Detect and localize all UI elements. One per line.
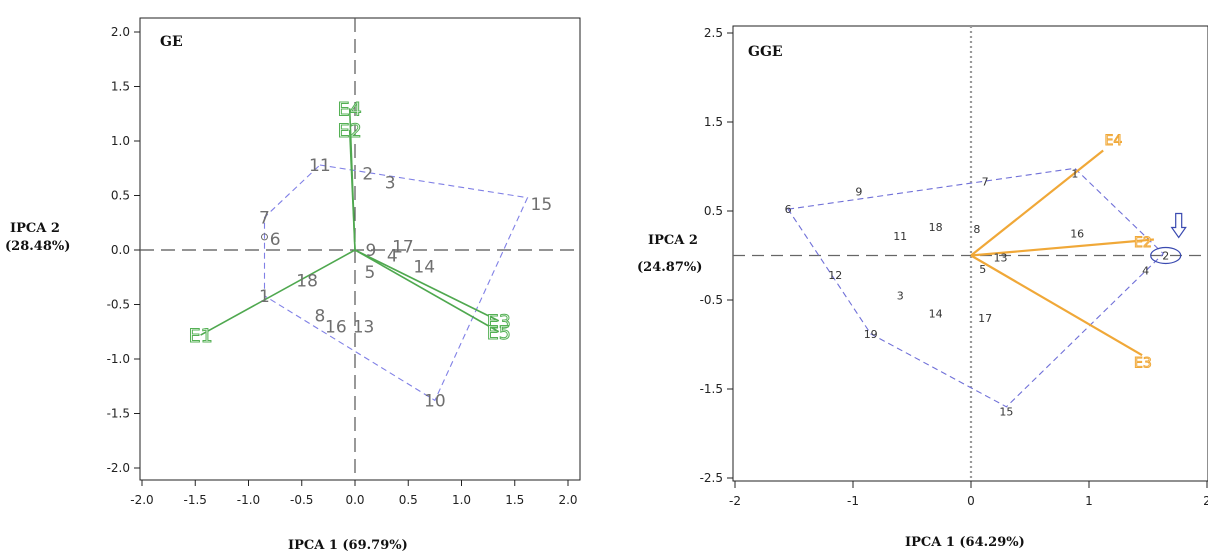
ge-environment-vector bbox=[348, 108, 356, 251]
ge-x-tick-label: -1.0 bbox=[237, 493, 260, 507]
gge-genotype-label: 2 bbox=[1162, 250, 1169, 263]
ge-y-axis-label-line2: (28.48%) bbox=[5, 239, 70, 254]
ge-genotype-label: 3 bbox=[385, 173, 396, 193]
gge-genotype-label: 7 bbox=[982, 176, 989, 189]
ge-genotype-label: 16 bbox=[325, 317, 347, 337]
gge-genotype-label: 8 bbox=[973, 223, 980, 236]
ge-genotype-marker bbox=[260, 233, 268, 241]
ge-environment-label: E5 bbox=[487, 322, 511, 344]
gge-genotype-label: 12 bbox=[828, 269, 842, 282]
gge-ideal-genotype-circle bbox=[1150, 246, 1182, 265]
ge-y-axis-label-line1: IPCA 2 bbox=[10, 221, 60, 236]
ge-genotype-label: 17 bbox=[392, 238, 414, 258]
gge-x-tick-label: -2 bbox=[729, 494, 741, 508]
ge-genotype-label: 2 bbox=[362, 165, 373, 185]
gge-genotype-label: 11 bbox=[893, 230, 907, 243]
gge-y-axis-label-line1: IPCA 2 bbox=[648, 233, 698, 248]
ge-genotype-label: 9 bbox=[366, 241, 377, 261]
gge-x-tick-label: 2 bbox=[1203, 494, 1208, 508]
ge-y-tick-label: -1.0 bbox=[107, 352, 130, 366]
ge-genotype-label: 15 bbox=[531, 195, 553, 215]
gge-environment-label: E4 bbox=[1105, 133, 1123, 149]
ge-y-tick-label: -2.0 bbox=[107, 461, 130, 475]
ge-environment-label: E4 bbox=[338, 98, 362, 120]
ge-environment-label: E3 bbox=[487, 311, 511, 333]
gge-genotype-label: 4 bbox=[1142, 265, 1149, 278]
gge-environment-vector bbox=[970, 238, 1154, 257]
gge-environment-label: E3 bbox=[1134, 355, 1152, 371]
ge-genotype-label: 5 bbox=[364, 263, 375, 283]
gge-x-tick-label: -1 bbox=[847, 494, 859, 508]
ge-x-tick-label: -0.5 bbox=[290, 493, 313, 507]
gge-environment-label: E2 bbox=[1134, 235, 1152, 251]
ge-genotype-label: 4 bbox=[387, 246, 398, 266]
gge-environment-vector bbox=[970, 149, 1104, 257]
gge-genotype-label: 16 bbox=[1070, 227, 1084, 240]
ge-y-tick-label: 1.5 bbox=[111, 80, 130, 94]
gge-x-axis-label: IPCA 1 (64.29%) bbox=[905, 535, 1025, 550]
ge-y-tick-label: -1.5 bbox=[107, 407, 130, 421]
gge-genotype-label: 14 bbox=[929, 307, 943, 320]
down-arrow-icon bbox=[1170, 212, 1187, 239]
ge-environment-vector bbox=[354, 249, 500, 322]
gge-environment-vector bbox=[970, 254, 1143, 357]
ge-genotype-label: 13 bbox=[353, 317, 375, 337]
ge-genotype-label: 7 bbox=[259, 208, 270, 228]
ge-x-tick-label: 1.5 bbox=[505, 493, 524, 507]
gge-genotype-label: 5 bbox=[979, 263, 986, 276]
gge-genotype-label: 18 bbox=[929, 221, 943, 234]
ge-biplot-panel: GE IPCA 2 (28.48%) IPCA 1 (69.79%) -2.0 -… bbox=[5, 17, 581, 552]
ge-genotype-label: 1 bbox=[259, 287, 270, 307]
ge-x-tick-label: -2.0 bbox=[130, 493, 153, 507]
ge-x-tick-label: 1.0 bbox=[452, 493, 471, 507]
ge-genotype-label: 18 bbox=[296, 272, 318, 292]
gge-genotype-label: 3 bbox=[897, 290, 904, 303]
gge-y-axis-label-line2: (24.87%) bbox=[637, 260, 702, 275]
gge-y-tick-label: -0.5 bbox=[700, 293, 723, 307]
ge-environment-vector bbox=[200, 249, 356, 336]
gge-y-tick-label: 2.5 bbox=[704, 26, 723, 40]
gge-genotype-label: 6 bbox=[785, 203, 792, 216]
ge-environment-label: E1 bbox=[189, 325, 213, 347]
ge-environment-label: E2 bbox=[338, 120, 362, 142]
ge-y-tick-label: 2.0 bbox=[111, 25, 130, 39]
gge-x-tick-label: 1 bbox=[1085, 494, 1093, 508]
ge-y-tick-label: 1.0 bbox=[111, 134, 130, 148]
gge-plot-title: GGE bbox=[748, 44, 783, 60]
ge-y-tick-label: 0.0 bbox=[111, 243, 130, 257]
ge-environment-vector bbox=[354, 249, 500, 333]
gge-genotype-label: 19 bbox=[864, 328, 878, 341]
ge-x-axis-label: IPCA 1 (69.79%) bbox=[288, 538, 408, 552]
ge-genotype-label: 10 bbox=[424, 391, 446, 411]
ge-genotype-label: 11 bbox=[309, 156, 331, 176]
ge-genotype-label: 8 bbox=[314, 306, 325, 326]
gge-x-tick-label: 0 bbox=[967, 494, 975, 508]
gge-y-tick-label: 0.5 bbox=[704, 204, 723, 218]
gge-genotype-label: 9 bbox=[855, 185, 862, 198]
ge-genotype-label: 14 bbox=[413, 257, 435, 277]
gge-genotype-label: 17 bbox=[978, 312, 992, 325]
ge-y-tick-label: -0.5 bbox=[107, 298, 130, 312]
gge-biplot-panel: GGE IPCA 2 (24.87%) IPCA 1 (64.29%) -2 -1… bbox=[637, 25, 1208, 550]
ge-x-tick-label: -1.5 bbox=[184, 493, 207, 507]
gge-convex-hull bbox=[787, 167, 1165, 408]
ge-genotype-label: 6 bbox=[270, 230, 281, 250]
ge-plot-title: GE bbox=[160, 34, 183, 50]
ge-x-tick-label: 0.5 bbox=[399, 493, 418, 507]
gge-genotype-label: 15 bbox=[999, 405, 1013, 418]
gge-y-tick-label: 1.5 bbox=[704, 115, 723, 129]
gge-y-tick-label: -2.5 bbox=[700, 471, 723, 485]
ge-x-tick-label: 0.0 bbox=[345, 493, 364, 507]
ge-convex-hull bbox=[263, 164, 529, 402]
ge-plot-frame bbox=[139, 17, 581, 481]
gge-genotype-label: 13 bbox=[994, 251, 1008, 264]
ge-x-tick-label: 2.0 bbox=[558, 493, 577, 507]
ge-y-tick-label: 0.5 bbox=[111, 189, 130, 203]
gge-y-tick-label: -1.5 bbox=[700, 382, 723, 396]
gge-genotype-label: 1 bbox=[1071, 168, 1078, 181]
